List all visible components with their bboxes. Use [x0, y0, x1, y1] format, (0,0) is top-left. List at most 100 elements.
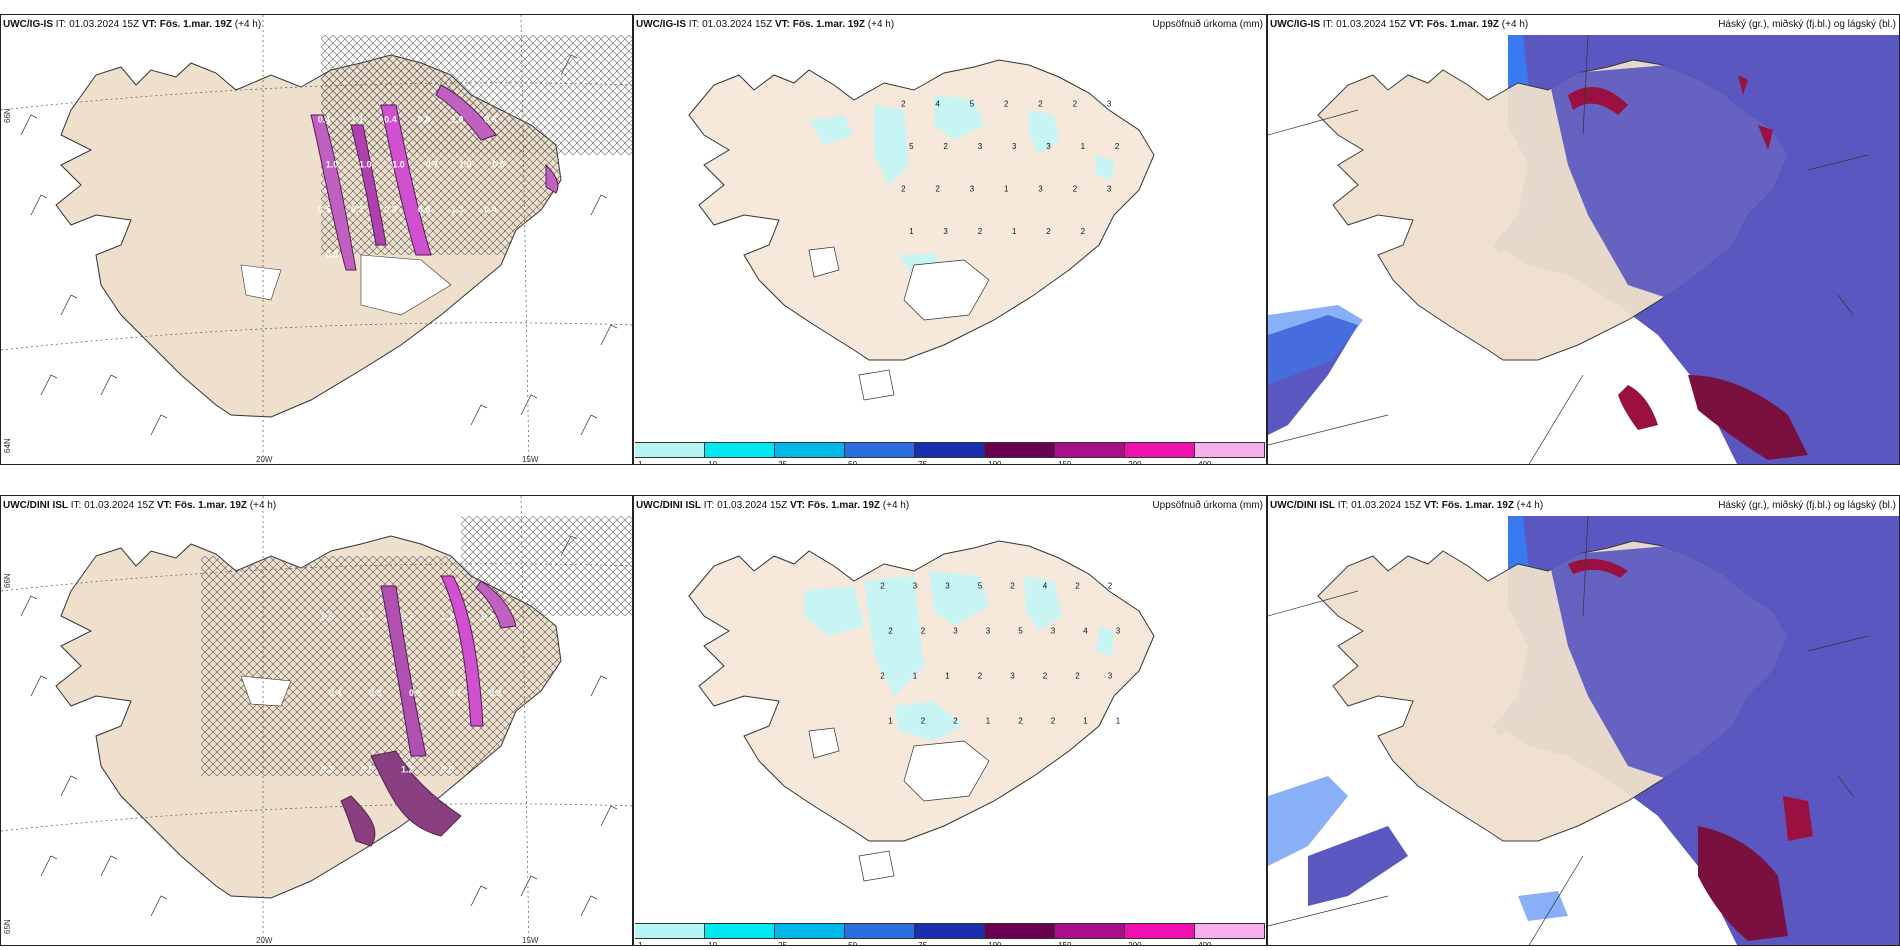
vt-value: Fös. 1.mar. 19Z — [1441, 500, 1515, 511]
map-value-label: 1.3 — [451, 205, 464, 215]
map-value-label: 0.4 — [384, 115, 397, 125]
map-value-label: 1.0 — [392, 160, 405, 170]
colorbar-swatch — [775, 924, 845, 938]
vt-label: VT: — [774, 19, 790, 30]
map-value-label: 3 — [1051, 627, 1056, 636]
model-name: UWC/IG-IS — [636, 19, 686, 30]
map-value-label: 5 — [909, 142, 914, 151]
colorbar-label: 10 — [708, 460, 718, 465]
precip-colorbar: 1 10 25 50 75 100 150 200 400 — [635, 923, 1265, 945]
cloud-map — [1268, 515, 1899, 945]
precip-colorbar: 1 10 25 50 75 100 150 200 400 — [635, 442, 1265, 464]
it-value: 01.03.2024 15Z — [702, 19, 773, 30]
map-value-label: 0.7 — [401, 611, 414, 621]
map-value-label: 0.6 — [418, 205, 431, 215]
map-value-label: 5 — [970, 99, 975, 108]
map-value-label: 0.5 — [441, 765, 454, 775]
lead-time: (+4 h) — [249, 500, 277, 511]
snow-depth-labels: 0.4 1.1 0.4 0.8 1.0 0.6 1.0 1.0 1.0 0.7 1.0 0.5 0.5 0… — [318, 115, 505, 260]
map-value-label: 2 — [901, 99, 906, 108]
precip-value-labels: 2 4 5 2 2 2 3 5 2 3 3 3 1 2 2 2 3 1 3 2 3 1 3 2 1 2 2 — [901, 99, 1120, 236]
wind-snow-map: 0.6 1.2 0.7 1.2 0.7 0.4 0.3 0.5 0.7 0.2 0.3 0.5 1.2 0… — [1, 496, 632, 945]
vt-label: VT: — [141, 19, 157, 30]
map-value-label: 3 — [953, 627, 958, 636]
colorbar-label: 25 — [778, 941, 788, 946]
colorbar-swatch — [915, 443, 985, 457]
map-value-label: 2 — [1010, 582, 1015, 591]
map-value-label: 3 — [1116, 627, 1121, 636]
colorbar-label: 10 — [708, 941, 718, 946]
precip-panel-bottom: UWC/DINI ISL IT: 01.03.2024 15Z VT: Fös.… — [633, 495, 1267, 946]
colorbar-swatch — [1125, 924, 1195, 938]
map-value-label: 2 — [1073, 99, 1078, 108]
map-value-label: 0.3 — [369, 688, 382, 698]
map-value-label: 1.2 — [401, 765, 414, 775]
map-value-label: 0.3 — [351, 205, 364, 215]
map-value-label: 2 — [888, 627, 893, 636]
map-value-label: 3 — [1038, 184, 1043, 193]
colorbar-label: 75 — [918, 941, 928, 946]
wind-snow-panel-bottom: UWC/DINI ISL IT: 01.03.2024 15Z VT: Fös.… — [0, 495, 633, 946]
model-name: UWC/DINI ISL — [636, 500, 701, 511]
map-value-label: 1.2 — [361, 611, 374, 621]
map-value-label: 1 — [1116, 717, 1121, 726]
panel-title: UWC/DINI ISL IT: 01.03.2024 15Z VT: Fös.… — [3, 500, 276, 511]
map-value-label: 2 — [880, 672, 885, 681]
panel-title: UWC/IG-IS IT: 01.03.2024 15Z VT: Fös. 1.… — [636, 19, 894, 30]
colorbar-swatch — [705, 443, 775, 457]
colorbar-label: 75 — [918, 460, 928, 465]
precip-panel-top: UWC/IG-IS IT: 01.03.2024 15Z VT: Fös. 1.… — [633, 14, 1267, 465]
map-value-label: 3 — [1107, 184, 1112, 193]
precip-title: Uppsöfnuð úrkoma (mm) — [1152, 500, 1263, 511]
colorbar-label: 400 — [1198, 460, 1212, 465]
it-value: 01.03.2024 15Z — [717, 500, 788, 511]
map-value-label: 2 — [978, 672, 983, 681]
map-value-label: 1.0 — [359, 160, 372, 170]
colorbar-swatch — [985, 924, 1055, 938]
colorbar-label: 200 — [1128, 941, 1142, 946]
it-label: IT: — [1322, 19, 1334, 30]
map-value-label: 5 — [978, 582, 983, 591]
vt-value: Fös. 1.mar. 19Z — [159, 19, 233, 30]
map-value-label: 0.8 — [418, 115, 431, 125]
map-value-label: 1.1 — [351, 115, 364, 125]
it-label: IT: — [70, 500, 82, 511]
colorbar-label: 1 — [638, 941, 643, 946]
it-value: 01.03.2024 15Z — [69, 19, 140, 30]
map-value-label: 2 — [921, 717, 926, 726]
colorbar-label: 50 — [848, 460, 858, 465]
colorbar-swatch — [635, 924, 705, 938]
map-value-label: 0.2 — [489, 688, 502, 698]
map-value-label: 2 — [901, 184, 906, 193]
map-value-label: 1 — [1012, 227, 1017, 236]
colorbar-swatch — [635, 443, 705, 457]
vt-label: VT: — [789, 500, 805, 511]
it-value: 01.03.2024 15Z — [1351, 500, 1422, 511]
lead-time: (+4 h) — [882, 500, 910, 511]
lead-time: (+4 h) — [234, 19, 262, 30]
colorbar-swatch — [1125, 443, 1195, 457]
map-value-label: 1 — [888, 717, 893, 726]
wind-snow-map: 0.4 1.1 0.4 0.8 1.0 0.6 1.0 1.0 1.0 0.7 1.0 0.5 0.5 0… — [1, 15, 632, 464]
map-value-label: 3 — [986, 627, 991, 636]
colorbar-swatch — [1195, 443, 1265, 457]
colorbar-swatch — [985, 443, 1055, 457]
snow-depth-labels: 0.6 1.2 0.7 1.2 0.7 0.4 0.3 0.5 0.7 0.2 0.3 0.5 1.2 0… — [321, 611, 502, 774]
lead-time: (+4 h) — [1501, 19, 1529, 30]
map-value-label: 4 — [1083, 627, 1088, 636]
map-value-label: 2 — [935, 184, 940, 193]
lat-label: 66N — [3, 108, 12, 123]
colorbar-label: 1 — [638, 460, 643, 465]
map-value-label: 0.6 — [321, 611, 334, 621]
map-value-label: 0.5 — [326, 250, 339, 260]
cloud-map — [1268, 34, 1899, 464]
vt-label: VT: — [1423, 500, 1439, 511]
cloud-panel-top: UWC/IG-IS IT: 01.03.2024 15Z VT: Fös. 1.… — [1267, 14, 1900, 465]
colorbar-label: 200 — [1128, 460, 1142, 465]
vt-label: VT: — [156, 500, 172, 511]
cloud-title: Háský (gr.), miðský (fj.bl.) og lágský (… — [1718, 19, 1896, 30]
panel-title: UWC/DINI ISL IT: 01.03.2024 15Z VT: Fös.… — [636, 500, 909, 511]
panel-title: UWC/DINI ISL IT: 01.03.2024 15Z VT: Fös.… — [1270, 500, 1543, 511]
map-value-label: 2 — [1075, 672, 1080, 681]
map-value-label: 0.5 — [318, 205, 331, 215]
